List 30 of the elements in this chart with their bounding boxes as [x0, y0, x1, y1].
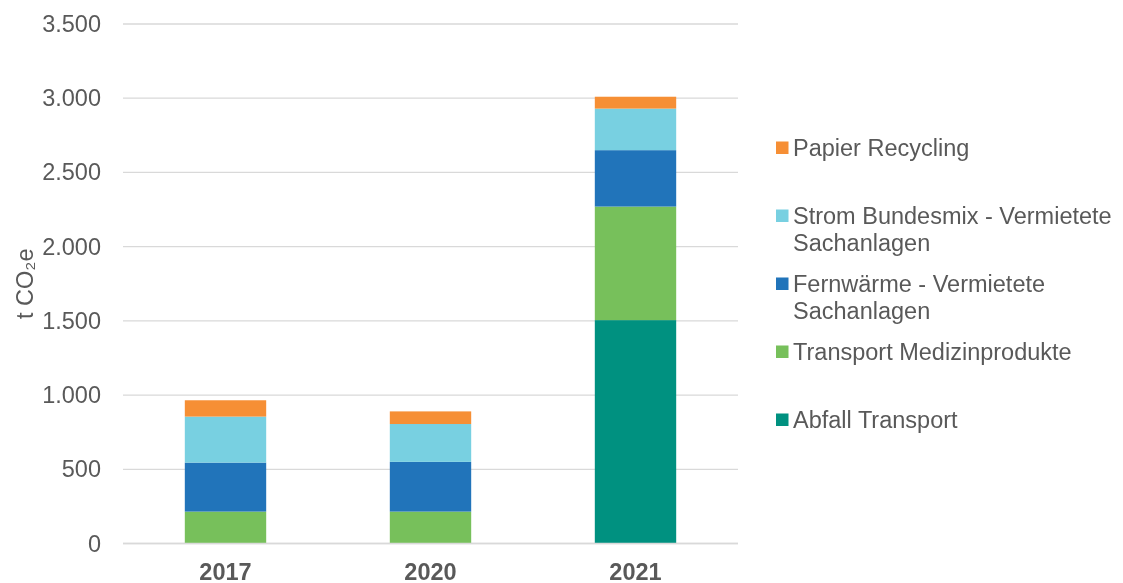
- y-tick-label: 1.500: [42, 307, 101, 334]
- y-tick-label: 2.500: [42, 159, 101, 186]
- y-tick-label: 1.000: [42, 382, 101, 409]
- legend-label: Abfall Transport: [793, 407, 959, 433]
- y-tick-label: 2.000: [42, 233, 101, 260]
- legend-label: Strom Bundesmix - Vermietete Sachanlagen: [793, 203, 1112, 256]
- bar: [594, 206, 677, 321]
- legend-label: Transport Medizinprodukte: [793, 339, 1072, 365]
- y-tick-label: 3.000: [42, 85, 101, 112]
- bar: [389, 511, 472, 544]
- bar: [389, 411, 472, 425]
- bar: [594, 320, 677, 544]
- legend-label: Fernwärme - Vermietete Sachanlagen: [793, 271, 1046, 324]
- bar: [184, 416, 267, 463]
- x-tick-label: 2020: [404, 559, 457, 583]
- y-axis-title: t CO₂e: [12, 248, 38, 319]
- legend-label: Papier Recycling: [793, 135, 970, 161]
- bar: [594, 150, 677, 207]
- bar: [184, 400, 267, 417]
- x-tick-label: 2017: [199, 559, 252, 583]
- bar: [184, 511, 267, 544]
- bar: [594, 96, 677, 109]
- bar: [594, 108, 677, 151]
- bar: [389, 461, 472, 512]
- y-tick-label: 0: [87, 530, 101, 557]
- bar: [184, 462, 267, 512]
- y-tick-label: 500: [61, 456, 101, 483]
- bar: [389, 424, 472, 462]
- y-tick-label: 3.500: [42, 11, 101, 37]
- x-tick-label: 2021: [609, 559, 662, 583]
